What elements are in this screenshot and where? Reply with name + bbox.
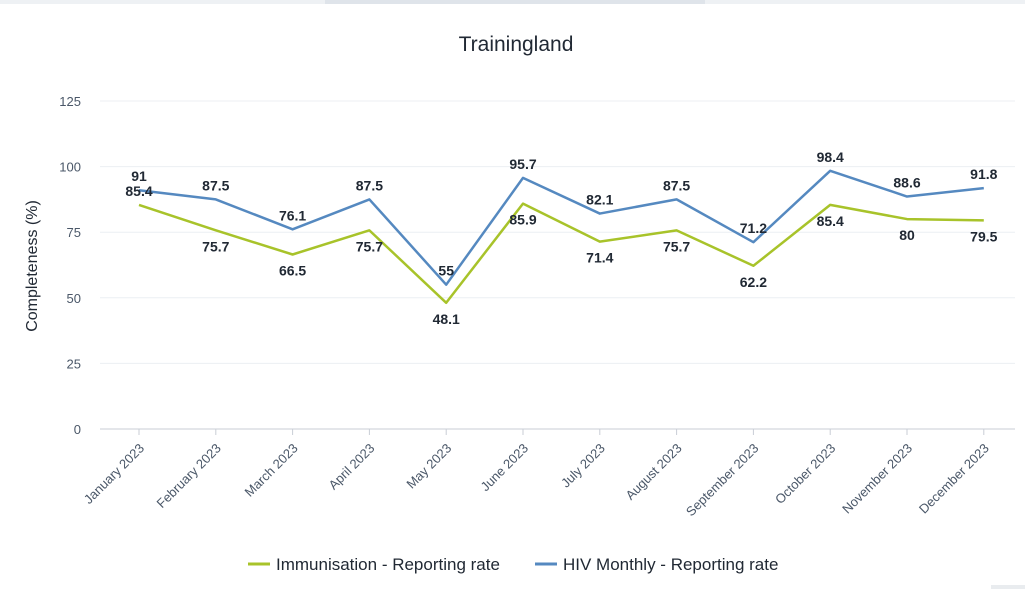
data-label: 55 [438, 263, 454, 279]
data-label: 75.7 [202, 238, 229, 254]
legend-item[interactable]: Immunisation - Reporting rate [276, 555, 500, 574]
data-label: 87.5 [663, 177, 690, 193]
series-line-immunisation [138, 202, 984, 305]
data-label: 71.4 [586, 250, 613, 266]
data-label: 85.9 [509, 212, 536, 228]
x-axis-ticks: January 2023 February 2023 March 2023 April… [81, 429, 992, 519]
data-label: 76.1 [279, 207, 306, 223]
legend[interactable]: Immunisation - Reporting rate HIV Monthly… [248, 555, 778, 574]
data-label: 91.8 [970, 166, 997, 182]
y-tick-label: 50 [67, 291, 81, 306]
data-label: 71.2 [740, 220, 767, 236]
data-labels: 85.4 75.7 66.5 75.7 48.1 85.9 71.4 75.7 62.2 85.4… [125, 149, 997, 327]
data-label: 87.5 [356, 177, 383, 193]
data-label: 75.7 [663, 238, 690, 254]
data-label: 95.7 [509, 156, 536, 172]
x-tick-label: May 2023 [403, 441, 454, 492]
x-tick-label: September 2023 [683, 441, 762, 520]
data-label: 75.7 [356, 238, 383, 254]
y-tick-label: 125 [59, 94, 81, 109]
data-label: 82.1 [586, 192, 613, 208]
legend-item[interactable]: HIV Monthly - Reporting rate [563, 555, 778, 574]
y-tick-label: 100 [59, 160, 81, 175]
x-tick-label: March 2023 [242, 441, 301, 500]
data-label: 98.4 [817, 149, 844, 165]
y-tick-label: 25 [67, 356, 81, 371]
resize-corner [991, 585, 1025, 589]
x-tick-label: July 2023 [558, 441, 608, 491]
y-tick-label: 75 [67, 225, 81, 240]
x-tick-label: April 2023 [326, 441, 378, 493]
x-tick-label: August 2023 [622, 441, 684, 503]
data-label: 79.5 [970, 228, 997, 244]
data-label: 88.6 [893, 175, 920, 191]
data-label: 91 [131, 168, 147, 184]
data-label: 80 [899, 227, 915, 243]
data-label: 87.5 [202, 177, 229, 193]
data-label: 85.4 [817, 213, 844, 229]
y-axis-label: Completeness (%) [24, 200, 41, 332]
series-lines [138, 169, 984, 305]
data-label: 48.1 [433, 311, 460, 327]
data-label: 62.2 [740, 274, 767, 290]
x-tick-label: November 2023 [839, 441, 915, 517]
x-tick-label: February 2023 [154, 441, 224, 511]
x-tick-label: October 2023 [772, 441, 838, 507]
data-label: 66.5 [279, 263, 306, 279]
y-tick-label: 0 [74, 422, 81, 437]
series-line-hiv [138, 169, 984, 286]
grid-lines [100, 100, 1015, 430]
top-strip [325, 0, 705, 4]
x-tick-label: December 2023 [916, 441, 992, 517]
data-label: 85.4 [125, 183, 152, 199]
y-axis-ticks: 0 25 50 75 100 125 [59, 94, 81, 437]
chart-title: Trainingland [459, 33, 574, 56]
x-tick-label: January 2023 [81, 441, 147, 507]
x-tick-label: June 2023 [478, 441, 532, 495]
